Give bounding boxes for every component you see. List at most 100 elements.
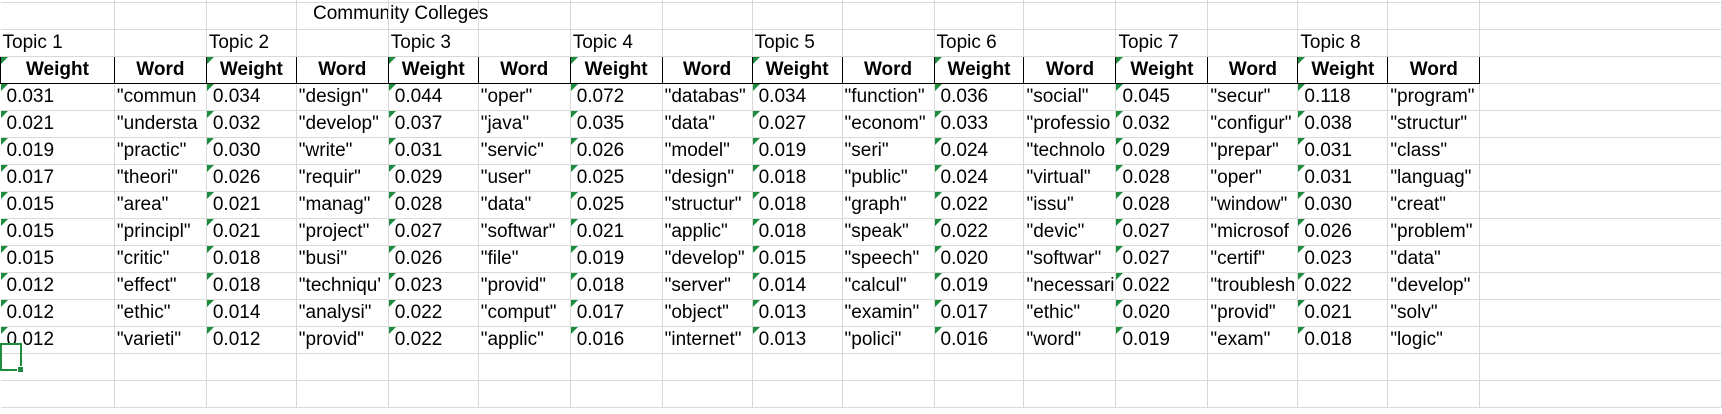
word-cell[interactable]: "commun <box>114 83 207 111</box>
weight-cell[interactable]: 0.032 <box>206 110 297 138</box>
weight-cell[interactable]: 0.031 <box>1297 164 1389 192</box>
weight-cell[interactable]: 0.037 <box>388 110 479 138</box>
word-cell[interactable]: "model" <box>662 137 753 165</box>
word-cell[interactable]: "creat" <box>1387 191 1481 219</box>
word-cell[interactable]: "solv" <box>1387 299 1481 327</box>
weight-cell[interactable]: 0.022 <box>934 191 1025 219</box>
word-cell[interactable]: "write" <box>296 137 389 165</box>
word-cell[interactable]: "applic" <box>662 218 753 246</box>
weight-cell[interactable]: 0.029 <box>1115 137 1209 165</box>
word-cell[interactable]: "internet" <box>662 326 753 354</box>
word-cell[interactable]: "techniqu' <box>296 272 389 300</box>
word-cell[interactable]: "virtual" <box>1023 164 1117 192</box>
word-cell[interactable]: "languag" <box>1387 164 1481 192</box>
weight-cell[interactable]: 0.023 <box>1297 245 1389 273</box>
weight-cell[interactable]: 0.019 <box>934 272 1025 300</box>
weight-cell[interactable]: 0.015 <box>0 218 115 246</box>
word-cell[interactable]: "data" <box>1387 245 1481 273</box>
word-cell[interactable]: "data" <box>662 110 753 138</box>
weight-cell[interactable]: 0.017 <box>570 299 663 327</box>
word-cell[interactable]: "develop" <box>662 245 753 273</box>
word-cell[interactable]: "calcul" <box>842 272 935 300</box>
word-cell[interactable]: "necessari <box>1023 272 1117 300</box>
weight-cell[interactable]: 0.030 <box>206 137 297 165</box>
word-cell[interactable]: "busi" <box>296 245 389 273</box>
word-cell[interactable]: "structur" <box>662 191 753 219</box>
weight-cell[interactable]: 0.027 <box>388 218 479 246</box>
weight-cell[interactable]: 0.016 <box>934 326 1025 354</box>
word-cell[interactable]: "principl" <box>114 218 207 246</box>
word-cell[interactable]: "troublesh <box>1207 272 1299 300</box>
weight-cell[interactable]: 0.021 <box>206 218 297 246</box>
weight-cell[interactable]: 0.021 <box>206 191 297 219</box>
word-cell[interactable]: "project" <box>296 218 389 246</box>
word-cell[interactable]: "provid" <box>296 326 389 354</box>
word-cell[interactable]: "ethic" <box>1023 299 1117 327</box>
weight-cell[interactable]: 0.018 <box>206 245 297 273</box>
weight-cell[interactable]: 0.033 <box>934 110 1025 138</box>
word-cell[interactable]: "provid" <box>478 272 571 300</box>
word-cell[interactable]: "comput" <box>478 299 571 327</box>
weight-cell[interactable]: 0.031 <box>1297 137 1389 165</box>
weight-cell[interactable]: 0.044 <box>388 83 479 111</box>
weight-cell[interactable]: 0.017 <box>934 299 1025 327</box>
word-cell[interactable]: "professio <box>1023 110 1117 138</box>
word-cell[interactable]: "function" <box>842 83 935 111</box>
weight-cell[interactable]: 0.022 <box>388 299 479 327</box>
word-cell[interactable]: "develop" <box>296 110 389 138</box>
word-cell[interactable]: "public" <box>842 164 935 192</box>
weight-cell[interactable]: 0.015 <box>752 245 843 273</box>
word-cell[interactable]: "understa <box>114 110 207 138</box>
weight-cell[interactable]: 0.013 <box>752 326 843 354</box>
weight-cell[interactable]: 0.018 <box>752 164 843 192</box>
weight-cell[interactable]: 0.028 <box>1115 191 1209 219</box>
word-cell[interactable]: "word" <box>1023 326 1117 354</box>
weight-cell[interactable]: 0.026 <box>388 245 479 273</box>
weight-cell[interactable]: 0.031 <box>0 83 115 111</box>
weight-cell[interactable]: 0.016 <box>570 326 663 354</box>
word-cell[interactable]: "issu" <box>1023 191 1117 219</box>
weight-cell[interactable]: 0.012 <box>206 326 297 354</box>
word-cell[interactable]: "structur" <box>1387 110 1481 138</box>
weight-cell[interactable]: 0.021 <box>0 110 115 138</box>
word-cell[interactable]: "user" <box>478 164 571 192</box>
weight-cell[interactable]: 0.022 <box>1115 272 1209 300</box>
word-cell[interactable]: "program" <box>1387 83 1481 111</box>
weight-cell[interactable]: 0.021 <box>570 218 663 246</box>
weight-cell[interactable]: 0.014 <box>752 272 843 300</box>
word-cell[interactable]: "secur" <box>1207 83 1299 111</box>
word-cell[interactable]: "problem" <box>1387 218 1481 246</box>
weight-cell[interactable]: 0.118 <box>1297 83 1389 111</box>
word-cell[interactable]: "seri" <box>842 137 935 165</box>
word-cell[interactable]: "manag" <box>296 191 389 219</box>
word-cell[interactable]: "design" <box>296 83 389 111</box>
weight-cell[interactable]: 0.029 <box>388 164 479 192</box>
weight-cell[interactable]: 0.018 <box>752 218 843 246</box>
weight-cell[interactable]: 0.026 <box>1297 218 1389 246</box>
weight-cell[interactable]: 0.034 <box>752 83 843 111</box>
word-cell[interactable]: "softwar" <box>1023 245 1117 273</box>
word-cell[interactable]: "logic" <box>1387 326 1481 354</box>
weight-cell[interactable]: 0.026 <box>206 164 297 192</box>
word-cell[interactable]: "practic" <box>114 137 207 165</box>
weight-cell[interactable]: 0.019 <box>752 137 843 165</box>
weight-cell[interactable]: 0.026 <box>570 137 663 165</box>
weight-cell[interactable]: 0.022 <box>1297 272 1389 300</box>
word-cell[interactable]: "databas" <box>662 83 753 111</box>
word-cell[interactable]: "speak" <box>842 218 935 246</box>
word-cell[interactable]: "speech" <box>842 245 935 273</box>
weight-cell[interactable]: 0.028 <box>388 191 479 219</box>
word-cell[interactable]: "devic" <box>1023 218 1117 246</box>
word-cell[interactable]: "design" <box>662 164 753 192</box>
weight-cell[interactable]: 0.035 <box>570 110 663 138</box>
word-cell[interactable]: "provid" <box>1207 299 1299 327</box>
weight-cell[interactable]: 0.018 <box>570 272 663 300</box>
weight-cell[interactable]: 0.027 <box>1115 218 1209 246</box>
weight-cell[interactable]: 0.072 <box>570 83 663 111</box>
weight-cell[interactable]: 0.020 <box>934 245 1025 273</box>
weight-cell[interactable]: 0.015 <box>0 191 115 219</box>
weight-cell[interactable]: 0.032 <box>1115 110 1209 138</box>
weight-cell[interactable]: 0.030 <box>1297 191 1389 219</box>
word-cell[interactable]: "prepar" <box>1207 137 1299 165</box>
weight-cell[interactable]: 0.025 <box>570 191 663 219</box>
